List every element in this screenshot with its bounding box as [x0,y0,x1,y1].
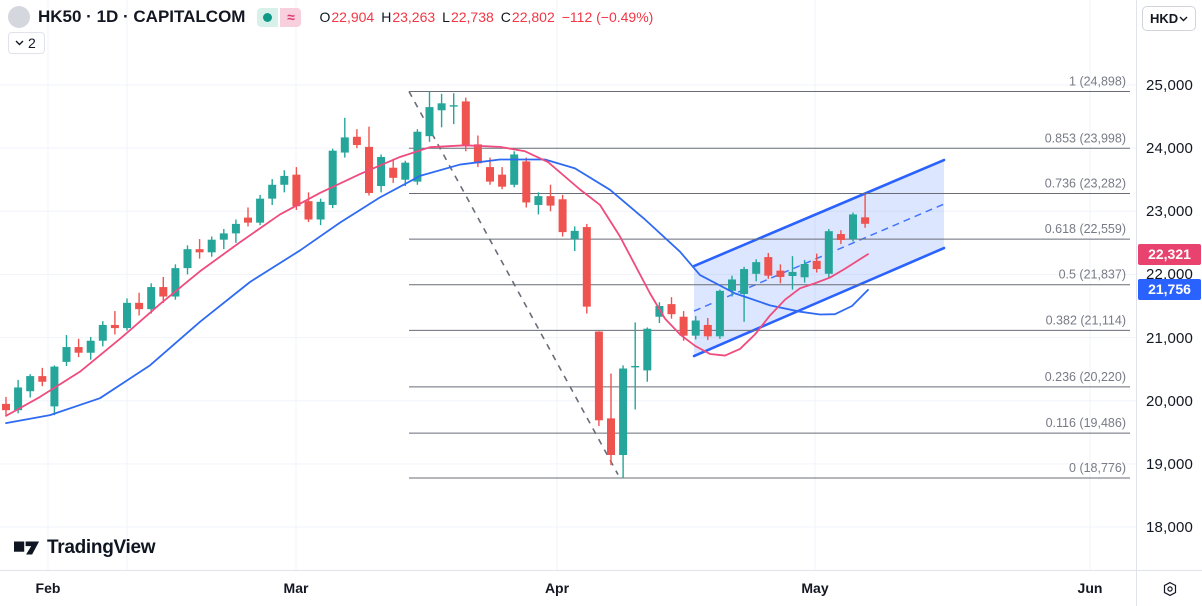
time-axis-label: Mar [283,580,309,596]
parallel-channel [692,158,946,358]
indicator-chips: ≈ [257,7,302,27]
chevron-down-icon [15,40,24,46]
price-tick-label: 23,000 [1146,203,1194,221]
open-label: O [319,9,331,25]
close-label: C [500,9,511,25]
svg-text:0.116 (19,486): 0.116 (19,486) [1046,416,1126,430]
price-tick-label: 24,000 [1146,140,1194,158]
symbol-logo-circle[interactable] [8,6,30,28]
price-chart[interactable]: 1 (24,898) 0.853 (23,998) 0.736 (23,282) 0.… [0,0,1136,570]
ma-fast-price-badge: 22,321 [1138,243,1201,265]
approx-icon: ≈ [287,9,295,25]
svg-text:0.236 (20,220): 0.236 (20,220) [1045,370,1126,384]
tradingview-logo[interactable]: TradingView [14,537,156,559]
svg-text:0.736 (23,282): 0.736 (23,282) [1045,176,1126,190]
time-axis-label: Jun [1077,580,1103,596]
time-axis-label: Apr [544,580,570,596]
close-value: 22,802 [511,9,555,25]
price-tick-label: 20,000 [1146,392,1194,410]
low-value: 22,738 [450,9,494,25]
ma-slow-price-badge: 21,756 [1138,279,1201,301]
symbol-title[interactable]: HK50 · 1D · CAPITALCOM [38,7,246,26]
currency-button[interactable]: HKD [1142,6,1196,31]
tradingview-logo-text: TradingView [47,537,156,558]
svg-text:0.853 (23,998): 0.853 (23,998) [1045,131,1126,145]
chevron-down-icon [1179,16,1188,21]
currency-label: HKD [1150,11,1179,26]
svg-text:0 (18,776): 0 (18,776) [1069,461,1126,475]
settings-icon [1163,581,1177,597]
symbol-legend: HK50 · 1D · CAPITALCOM ≈ O 22,904 H 23,263… [8,6,653,28]
price-tick-label: 25,000 [1146,77,1194,94]
teal-dot-icon [263,12,273,22]
ma-fast-line [5,144,869,417]
trendline-dashed [408,91,619,475]
open-value: 22,904 [331,9,375,25]
object-tree-button[interactable]: 2 [8,32,45,54]
svg-text:0.618 (22,559): 0.618 (22,559) [1045,222,1126,236]
price-tick-label: 22,000 [1146,266,1194,284]
svg-text:0.382 (21,114): 0.382 (21,114) [1046,313,1126,327]
price-tick-label: 21,000 [1146,329,1194,347]
high-label: H [381,9,392,25]
ma-slow-line [5,158,869,425]
time-axis-label: Feb [35,580,61,596]
low-label: L [442,9,450,25]
ma-fast-toggle-chip[interactable] [257,7,279,27]
ohlc-readout: O 22,904 H 23,263 L 22,738 C 22,802 −112 (−0… [319,9,653,25]
object-count: 2 [28,35,36,51]
svg-text:1 (24,898): 1 (24,898) [1069,74,1126,88]
time-axis-settings[interactable] [1136,570,1202,606]
price-axis[interactable]: 25,000 24,000 23,000 22,000 21,000 20,000 19,0… [1136,0,1202,570]
svg-text:0.5 (21,837): 0.5 (21,837) [1059,268,1126,282]
price-tick-label: 19,000 [1146,455,1194,473]
ma-slow-toggle-chip[interactable]: ≈ [280,7,302,27]
time-axis-label: May [801,580,829,596]
high-value: 23,263 [392,9,436,25]
change-value: −112 (−0.49%) [561,9,654,25]
price-tick-label: 18,000 [1146,519,1194,536]
tradingview-mark-icon [14,541,40,555]
time-axis[interactable]: Feb Mar Apr May Jun [0,570,1136,606]
